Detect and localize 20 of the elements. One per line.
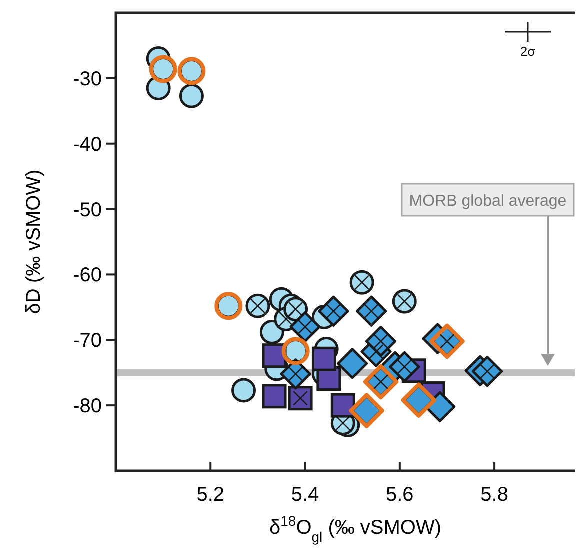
x-tick-label: 5.2 — [196, 484, 225, 506]
y-axis-title: δD (‰ vSMOW) — [23, 170, 45, 314]
y-tick-label: -50 — [73, 199, 102, 222]
y-tick-label: -30 — [73, 68, 102, 90]
point — [337, 348, 368, 380]
annotation: 2σ — [520, 44, 536, 59]
point — [262, 384, 287, 409]
y-tick-label: -70 — [73, 330, 102, 352]
point — [262, 344, 287, 368]
point — [179, 84, 204, 108]
y-tick-label: -80 — [73, 396, 102, 418]
point — [232, 378, 256, 403]
x-tick-label: 5.6 — [386, 484, 414, 506]
annotation: MORB global average — [409, 193, 567, 210]
y-tick-label: -60 — [73, 264, 102, 287]
x-tick-label: 5.4 — [291, 484, 320, 506]
x-axis-title: δ$^{18}$O$_{gl}$ (‰ vSMOW) — [269, 513, 442, 545]
y-tick-label: -40 — [73, 134, 102, 156]
point — [330, 393, 356, 418]
x-tick-label: 5.8 — [480, 484, 508, 506]
